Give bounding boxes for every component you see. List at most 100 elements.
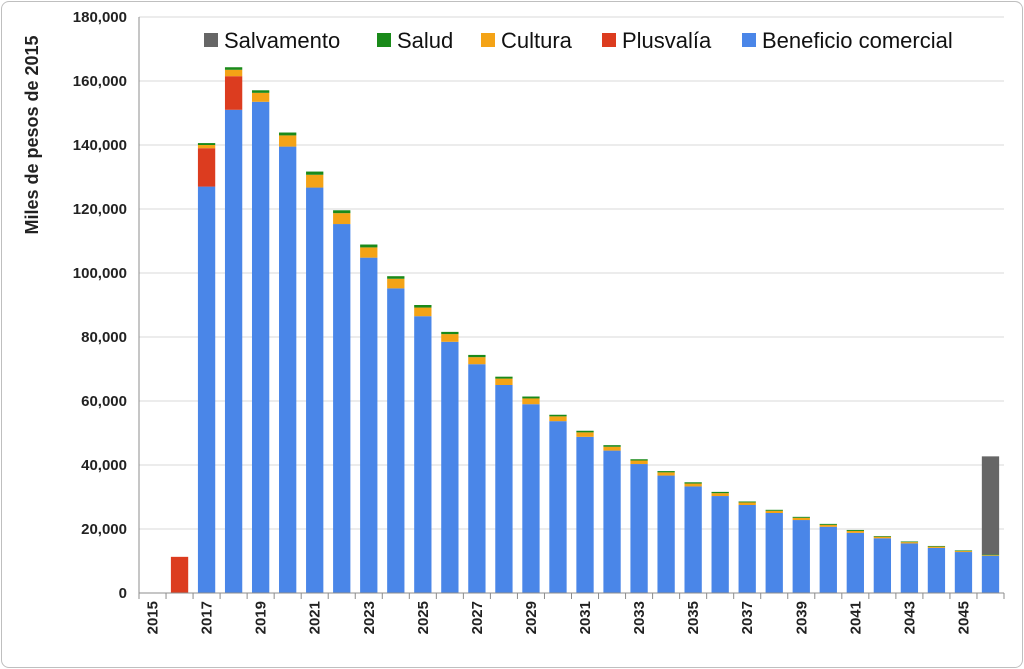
bar-beneficio-comercial-2045 (954, 552, 973, 593)
bar-beneficio-comercial-2027 (468, 364, 486, 593)
bar-cultura-2027 (468, 357, 486, 365)
bar-cultura-2022 (333, 213, 351, 225)
bar-salud-2028 (495, 376, 513, 379)
bar-beneficio-comercial-2031 (576, 436, 594, 593)
bar-beneficio-comercial-2043 (900, 543, 919, 593)
legend-label: Beneficio comercial (762, 28, 953, 53)
bar-salud-2026 (441, 331, 459, 335)
x-tick-label: 2031 (577, 601, 594, 634)
bar-beneficio-comercial-2025 (414, 316, 432, 593)
x-tick-label: 2033 (631, 601, 648, 634)
bar-beneficio-comercial-2032 (603, 450, 621, 593)
bar-salud-2041 (846, 529, 864, 531)
legend: Salvamento Salud Cultura Plusvalía Beneficio… (204, 28, 953, 53)
bar-cultura-2021 (306, 174, 324, 188)
bar-beneficio-comercial-2036 (711, 496, 729, 593)
bar-cultura-2044 (927, 546, 946, 548)
legend-label: Cultura (501, 28, 573, 53)
bar-salud-2033 (630, 459, 648, 461)
bar-salud-2037 (738, 501, 756, 503)
bar-salud-2035 (684, 482, 702, 484)
bar-cultura-2040 (819, 524, 837, 527)
bar-cultura-2046 (981, 555, 1000, 556)
x-tick-label: 2025 (415, 601, 432, 634)
axes (138, 17, 1005, 599)
bar-beneficio-comercial-2033 (630, 464, 648, 593)
bar-salud-2040 (819, 523, 837, 525)
bar-beneficio-comercial-2035 (684, 486, 702, 593)
bar-beneficio-comercial-2041 (846, 532, 864, 593)
bars (170, 67, 1000, 594)
bar-cultura-2030 (549, 416, 567, 422)
y-tick-label: 40,000 (81, 457, 127, 474)
y-tick-label: 160,000 (73, 73, 127, 90)
legend-swatch (602, 33, 616, 47)
y-tick-labels: 0 20,000 40,000 60,000 80,000 100,000 120,000 1… (73, 9, 127, 602)
legend-swatch (742, 33, 756, 47)
bar-salud-2039 (792, 516, 810, 518)
y-tick-label: 120,000 (73, 201, 127, 218)
bar-salud-2043 (900, 541, 919, 543)
x-tick-label: 2045 (955, 601, 972, 634)
bar-beneficio-comercial-2024 (387, 288, 405, 593)
legend-swatch (204, 33, 218, 47)
x-tick-label: 2019 (253, 601, 270, 634)
bar-cultura-2034 (657, 472, 675, 476)
bar-beneficio-comercial-2019 (251, 101, 270, 594)
bar-salud-2024 (387, 276, 405, 279)
legend-label: Plusvalía (622, 28, 712, 53)
bar-cultura-2038 (765, 510, 783, 513)
bar-cultura-2024 (387, 278, 405, 289)
bar-salud-2029 (522, 396, 540, 399)
y-tick-label: 0 (119, 585, 127, 602)
bar-beneficio-comercial-2042 (873, 538, 892, 593)
y-tick-label: 60,000 (81, 393, 127, 410)
bar-plusval-a-2016 (170, 556, 189, 593)
bar-salud-2031 (576, 430, 594, 433)
y-tick-label: 100,000 (73, 265, 127, 282)
bar-cultura-2029 (522, 398, 540, 405)
bar-cultura-2026 (441, 334, 459, 342)
bar-cultura-2017 (197, 145, 216, 149)
bar-salud-2022 (333, 210, 351, 214)
bar-cultura-2045 (954, 551, 973, 553)
bar-cultura-2032 (603, 446, 621, 451)
bar-plusval-a-2018 (224, 76, 243, 110)
bar-salud-2038 (765, 509, 783, 511)
bar-beneficio-comercial-2030 (549, 421, 567, 593)
x-tick-label: 2017 (199, 601, 216, 634)
bar-salud-2044 (927, 545, 946, 547)
x-tick-label: 2027 (469, 601, 486, 634)
bar-cultura-2043 (900, 542, 919, 544)
bar-salud-2019 (251, 90, 270, 93)
bar-cultura-2036 (711, 493, 729, 497)
x-tick-label: 2041 (847, 601, 864, 634)
x-tick-label: 2039 (793, 601, 810, 634)
x-tick-label: 2037 (739, 601, 756, 634)
bar-salud-2020 (279, 132, 297, 136)
bar-beneficio-comercial-2021 (306, 187, 324, 593)
bar-cultura-2037 (738, 502, 756, 505)
bar-salud-2032 (603, 445, 621, 447)
bar-cultura-2018 (224, 69, 243, 77)
bar-beneficio-comercial-2037 (738, 505, 756, 593)
bar-cultura-2035 (684, 483, 702, 487)
bar-beneficio-comercial-2034 (657, 475, 675, 593)
bar-salud-2017 (197, 143, 216, 145)
bar-beneficio-comercial-2022 (333, 224, 351, 594)
bar-salud-2027 (468, 354, 486, 358)
y-axis-title: Miles de pesos de 2015 (22, 35, 42, 234)
legend-label: Salvamento (224, 28, 340, 53)
bar-beneficio-comercial-2026 (441, 341, 459, 593)
bar-cultura-2023 (360, 247, 378, 258)
bar-beneficio-comercial-2038 (765, 513, 783, 593)
y-tick-label: 180,000 (73, 9, 127, 26)
bar-salud-2025 (414, 305, 432, 308)
bar-beneficio-comercial-2044 (927, 547, 946, 593)
bar-plusval-a-2017 (197, 148, 216, 187)
x-tick-label: 2043 (901, 601, 918, 634)
x-tick-label: 2029 (523, 601, 540, 634)
x-tick-label: 2023 (361, 601, 378, 634)
bar-beneficio-comercial-2029 (522, 404, 540, 593)
